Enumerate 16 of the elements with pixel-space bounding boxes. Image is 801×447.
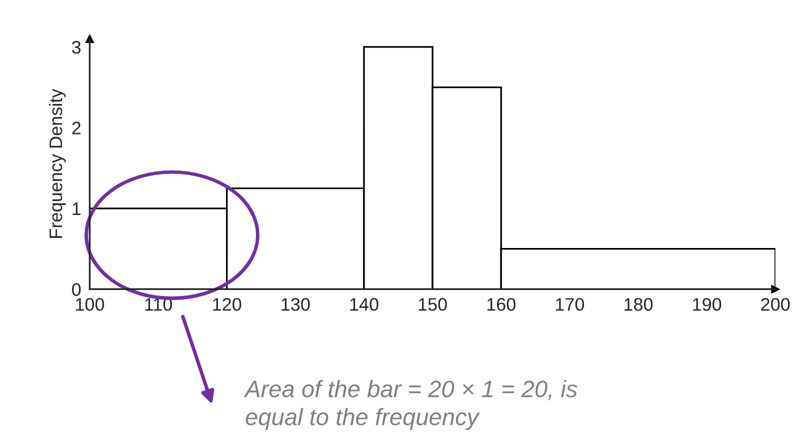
y-tick-label: 2 xyxy=(72,122,80,134)
x-tick-label: 130 xyxy=(282,298,310,311)
x-tick-label: 120 xyxy=(213,298,242,311)
x-tick-label: 160 xyxy=(487,298,516,311)
x-tick-label: 190 xyxy=(693,298,722,311)
x-tick-label: 180 xyxy=(624,298,653,311)
y-axis-title: Frequency Density xyxy=(48,88,66,238)
x-tick-label: 140 xyxy=(350,298,378,311)
y-tick-label: 1 xyxy=(72,202,80,216)
x-tick-label: 100 xyxy=(76,298,104,311)
y-tick-label: 3 xyxy=(72,40,81,54)
x-tick-label: 200 xyxy=(761,298,790,311)
x-tick-label: 170 xyxy=(556,298,584,311)
y-tick-label: 0 xyxy=(72,283,81,296)
text: Area of the bar = 20 × 1 = 20, is equal to the frequency xyxy=(244,380,578,430)
x-tick-label: 150 xyxy=(418,298,447,311)
